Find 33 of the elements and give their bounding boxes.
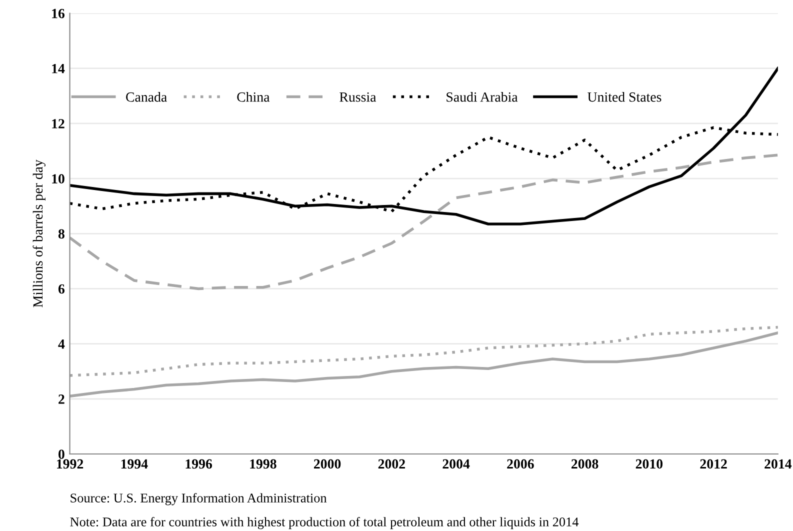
y-tick-label: 4	[58, 340, 65, 349]
x-tick-label: 2012	[700, 459, 727, 469]
x-tick-label: 2002	[378, 459, 405, 469]
line-series	[70, 66, 778, 226]
x-tick-label: 2000	[314, 459, 341, 469]
y-tick-label: 2	[58, 394, 64, 404]
x-tick-label: 1994	[121, 459, 148, 469]
legend-label: Russia	[340, 92, 376, 102]
line-series	[70, 326, 778, 377]
x-tick-label: 1992	[57, 459, 84, 469]
y-axis-title: Millions of barrels per day	[32, 160, 46, 308]
y-tick-label: 10	[52, 174, 64, 184]
x-tick-label: 2006	[507, 459, 534, 469]
line-series	[70, 331, 778, 398]
legend-label: China	[237, 92, 270, 102]
y-tick-label: 12	[52, 119, 64, 128]
x-tick-label: 2010	[636, 459, 663, 469]
x-tick-label: 2004	[442, 459, 470, 469]
y-tick-label: 14	[52, 64, 65, 74]
legend-label: Saudi Arabia	[446, 92, 518, 102]
x-tick-label: 2014	[764, 459, 792, 469]
source-note: Source: U.S. Energy Information Administration	[70, 493, 327, 506]
y-tick-label: 16	[52, 8, 65, 18]
line-series	[70, 154, 778, 290]
y-tick-label: 6	[58, 284, 65, 294]
legend-label: Canada	[126, 92, 167, 102]
legend-label: United States	[588, 92, 662, 102]
x-tick-label: 1996	[186, 459, 212, 469]
y-tick-label: 8	[58, 229, 64, 239]
text: Note: Data are for countries with highest production of total petroleum and other liquids in 2014	[70, 516, 579, 530]
y-tick-label: 0	[58, 450, 64, 459]
x-tick-label: 1998	[250, 459, 276, 469]
x-tick-label: 2008	[571, 459, 598, 469]
